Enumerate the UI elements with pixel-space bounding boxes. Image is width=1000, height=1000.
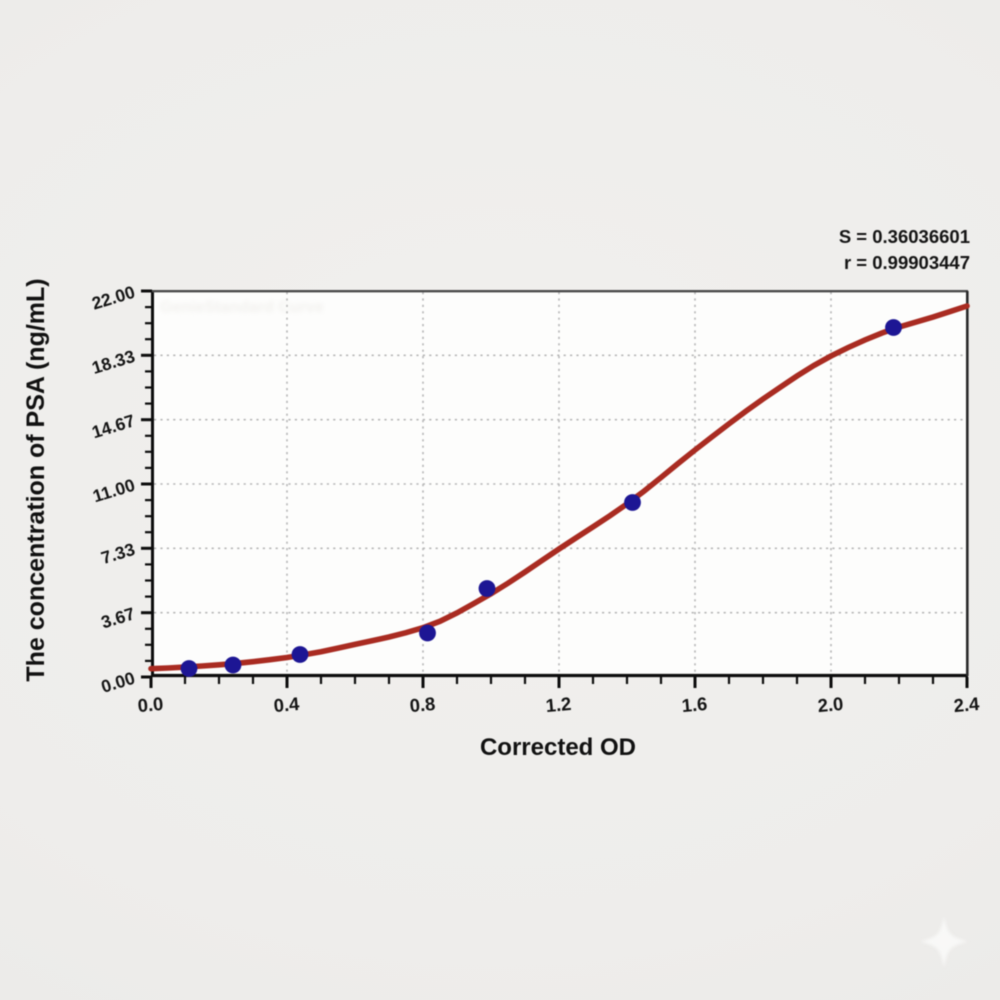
svg-text:18.33: 18.33 (89, 346, 137, 378)
svg-text:7.33: 7.33 (99, 539, 138, 568)
svg-text:0.8: 0.8 (409, 693, 436, 716)
svg-text:3.67: 3.67 (99, 603, 137, 632)
svg-text:GenieStandard Curve: GenieStandard Curve (160, 299, 324, 316)
svg-text:S = 0.36036601: S = 0.36036601 (839, 226, 970, 247)
svg-text:0.00: 0.00 (99, 668, 138, 697)
svg-text:1.2: 1.2 (545, 693, 572, 716)
svg-text:r = 0.99903447: r = 0.99903447 (844, 252, 970, 273)
svg-text:22.00: 22.00 (89, 282, 137, 314)
svg-text:0.4: 0.4 (273, 693, 301, 716)
svg-text:1.6: 1.6 (681, 693, 708, 716)
svg-text:2.4: 2.4 (953, 693, 981, 716)
svg-text:14.67: 14.67 (89, 410, 137, 442)
svg-text:0.0: 0.0 (137, 693, 164, 716)
svg-text:11.00: 11.00 (90, 475, 137, 507)
svg-text:The concentration of PSA (ng/m: The concentration of PSA (ng/mL) (22, 278, 50, 681)
svg-text:2.0: 2.0 (817, 693, 844, 716)
svg-text:Corrected OD: Corrected OD (480, 734, 636, 761)
